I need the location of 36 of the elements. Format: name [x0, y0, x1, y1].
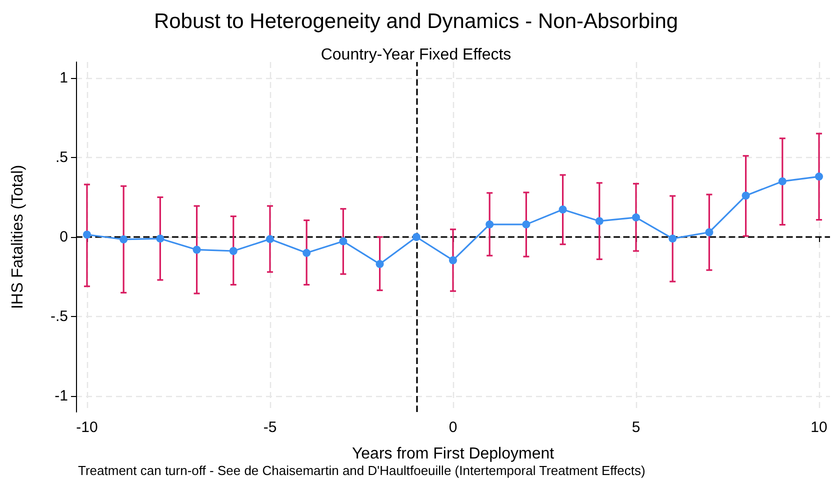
x-axis-title: Years from First Deployment: [352, 446, 555, 462]
x-tick-label: 10: [810, 419, 828, 436]
point: [705, 228, 714, 236]
y-tick-label: 1: [60, 69, 68, 86]
point: [376, 260, 384, 268]
y-tick-label: 0: [60, 228, 68, 246]
point: [339, 237, 348, 246]
point: [742, 192, 750, 200]
point: [302, 248, 311, 257]
point: [192, 246, 201, 254]
text: Treatment can turn-off - See de Chaisemartin and D'Haultfoeuille (Intertemporal Treatment Effects): [78, 463, 646, 478]
point: [815, 172, 824, 181]
point: [778, 177, 786, 186]
chart-subtitle: Country-Year Fixed Effects: [320, 46, 512, 64]
point: [558, 205, 567, 214]
y-tick-label: -.5: [50, 308, 68, 326]
point: [82, 230, 91, 239]
point: [449, 256, 457, 264]
x-tick-label: -10: [76, 419, 98, 436]
y-tick-label: .5: [55, 148, 68, 166]
point: [522, 220, 530, 228]
chart-title: Robust to Heterogeneity and Dynamics - Non-Absorbing: [154, 10, 678, 33]
point: [412, 233, 420, 241]
point: [266, 235, 274, 244]
point: [632, 213, 640, 222]
x-tick-label: 0: [448, 419, 458, 436]
point: [668, 234, 677, 243]
point: [120, 235, 128, 244]
point: [229, 247, 238, 255]
y-tick-label: -1: [54, 388, 68, 405]
x-tick-label: 5: [632, 419, 640, 436]
y-axis-title: IHS Fatalities (Total): [10, 164, 26, 310]
x-tick-label: -5: [263, 419, 277, 436]
point: [156, 234, 164, 243]
point: [486, 220, 494, 228]
point: [595, 217, 604, 226]
